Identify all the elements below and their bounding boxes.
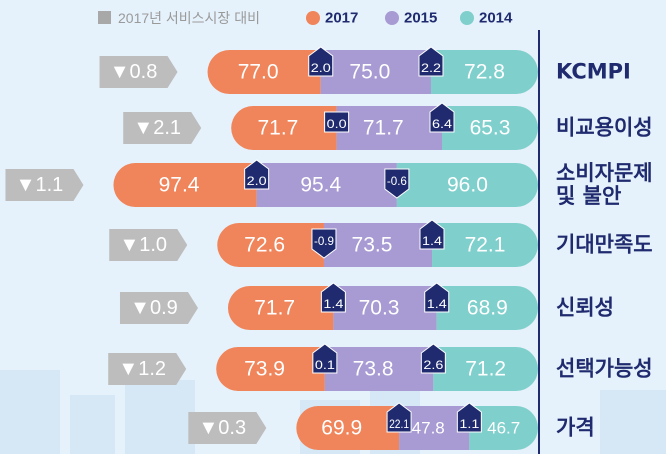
value-label: 72.6 (244, 234, 285, 257)
legend-marker (98, 11, 111, 24)
legend-title: 2017년 서비스시장 대비 (118, 10, 260, 26)
change-label: ▼1.2 (118, 358, 166, 380)
legend-label: 2015 (404, 10, 437, 27)
diff-label: -0.9 (314, 234, 334, 248)
diff-label: -0.6 (387, 174, 407, 188)
value-label: 70.3 (359, 297, 400, 320)
value-label: 72.1 (465, 234, 506, 257)
legend-marker (306, 11, 320, 25)
diff-label: 1.1 (459, 417, 479, 431)
diff-label: 2.2 (421, 61, 441, 75)
value-label: 71.7 (254, 297, 295, 320)
legend-label: 2017 (325, 10, 358, 27)
change-label: ▼1.0 (119, 234, 167, 256)
change-label: ▼2.1 (133, 117, 181, 139)
value-label: 71.2 (465, 358, 506, 381)
category-label: 선택가능성 (556, 357, 653, 380)
value-label: 69.9 (321, 417, 362, 440)
diff-label: 1.4 (422, 234, 442, 248)
value-label: 97.4 (159, 174, 200, 197)
diff-label: 0.1 (315, 358, 335, 372)
diff-label: 2.6 (423, 358, 443, 372)
diff-label: 0.0 (327, 117, 347, 131)
category-label: 가격 (556, 416, 595, 439)
diff-label: 6.4 (432, 117, 452, 131)
change-label: ▼0.8 (110, 61, 158, 83)
value-label: 73.9 (244, 358, 285, 381)
value-label: 71.7 (257, 117, 298, 140)
category-label: 비교용이성 (556, 116, 653, 139)
diff-label: 1.4 (323, 297, 343, 311)
value-label: 73.5 (352, 234, 393, 257)
category-label: 신뢰성 (556, 296, 614, 319)
value-label: 96.0 (447, 174, 488, 197)
diff-label: 2.0 (247, 174, 267, 188)
value-label: 75.0 (349, 61, 390, 84)
legend-marker (460, 11, 474, 25)
value-label: 46.7 (487, 419, 520, 438)
infographic: 2017년 서비스시장 대비 2017 2015 2014 77.0 75.0 72.8 2… (0, 0, 666, 454)
value-label: 71.7 (363, 117, 404, 140)
diff-label: 22.1 (389, 417, 409, 431)
value-label: 77.0 (238, 61, 279, 84)
value-label: 68.9 (467, 297, 508, 320)
value-label: 72.8 (464, 61, 505, 84)
change-label: ▼1.1 (16, 174, 64, 196)
change-label: ▼0.3 (199, 417, 247, 439)
legend-marker (385, 11, 399, 25)
value-label: 73.8 (353, 358, 394, 381)
value-label: 47.8 (412, 419, 445, 438)
value-label: 95.4 (300, 174, 341, 197)
diff-label: 2.0 (311, 61, 331, 75)
category-label: 소비자문제 및 불안 (556, 162, 653, 208)
category-label: 기대만족도 (556, 233, 653, 256)
value-label: 65.3 (470, 117, 511, 140)
diff-label: 1.4 (427, 297, 447, 311)
category-label: KCMPI (556, 60, 631, 83)
change-label: ▼0.9 (130, 297, 178, 319)
legend-label: 2014 (479, 10, 513, 27)
